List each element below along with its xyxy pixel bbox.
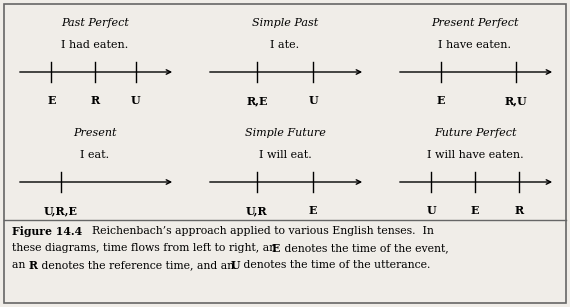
Text: E: E [471,205,479,216]
Text: Present Perfect: Present Perfect [431,18,519,28]
Text: I eat.: I eat. [80,150,109,160]
Text: R,U: R,U [504,95,527,106]
Text: I had eaten.: I had eaten. [62,40,129,50]
Text: E: E [272,243,280,254]
Text: I will have eaten.: I will have eaten. [427,150,523,160]
Text: I will eat.: I will eat. [259,150,311,160]
Text: I have eaten.: I have eaten. [438,40,511,50]
Text: U,R,E: U,R,E [44,205,78,216]
Text: denotes the reference time, and an: denotes the reference time, and an [38,260,238,270]
Text: U: U [308,95,318,106]
Text: E: E [437,95,445,106]
Text: denotes the time of the utterance.: denotes the time of the utterance. [240,260,430,270]
Text: I ate.: I ate. [270,40,300,50]
Text: E: E [47,95,55,106]
Text: Past Perfect: Past Perfect [61,18,129,28]
Text: U: U [131,95,140,106]
Text: Simple Future: Simple Future [245,128,325,138]
Text: these diagrams, time flows from left to right, an: these diagrams, time flows from left to … [12,243,280,253]
Text: Simple Past: Simple Past [252,18,318,28]
Text: Present: Present [74,128,117,138]
Text: R: R [91,95,100,106]
Text: an: an [12,260,29,270]
Text: denotes the time of the event,: denotes the time of the event, [281,243,449,253]
Text: E: E [309,205,317,216]
Text: R: R [514,205,523,216]
Text: R,E: R,E [246,95,268,106]
Text: Reichenbach’s approach applied to various English tenses.  In: Reichenbach’s approach applied to variou… [78,226,434,236]
Text: U,R: U,R [246,205,268,216]
Text: Future Perfect: Future Perfect [434,128,516,138]
Text: R: R [29,260,38,271]
Text: U: U [426,205,436,216]
Text: Figure 14.4: Figure 14.4 [12,226,82,237]
Text: U: U [231,260,241,271]
